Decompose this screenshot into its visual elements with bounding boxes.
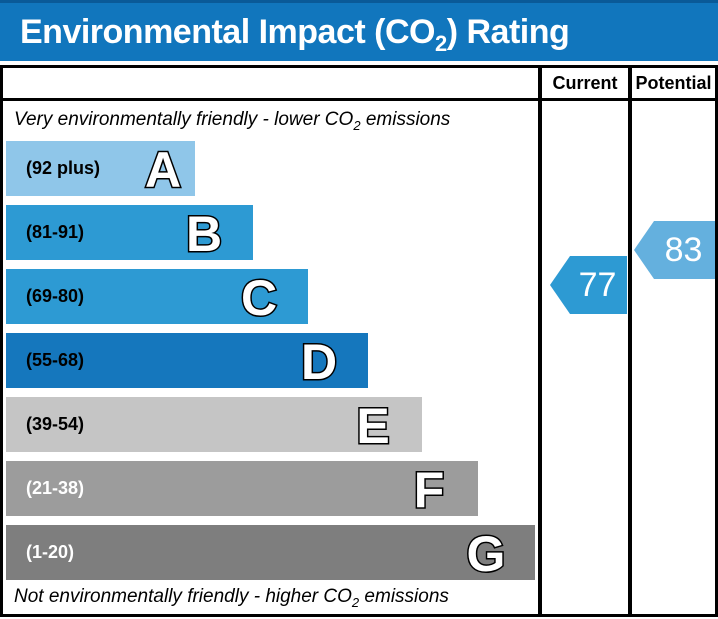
svg-text:A: A xyxy=(145,142,181,196)
rating-table: Current Potential Very environmentally f… xyxy=(0,65,718,617)
top-note-subscript: 2 xyxy=(353,117,361,133)
potential-rating-arrow: 83 xyxy=(634,221,715,279)
band-letter-d: D xyxy=(299,333,338,388)
band-row-b: (81-91) B xyxy=(6,205,253,260)
band-range-label: (69-80) xyxy=(26,286,85,306)
page-title: Environmental Impact (CO2) Rating xyxy=(20,12,570,56)
svg-text:F: F xyxy=(414,462,445,516)
bottom-note: Not environmentally friendly - higher CO… xyxy=(14,586,449,610)
svg-text:E: E xyxy=(356,398,389,452)
table-header-row: Current Potential xyxy=(3,68,715,101)
band-row-f: (21-38) F xyxy=(6,461,478,516)
current-rating-arrow: 77 xyxy=(550,256,627,314)
band-row-c: (69-80) C xyxy=(6,269,308,324)
band-range-label: (92 plus) xyxy=(26,158,101,178)
potential-rating-value: 83 xyxy=(664,230,703,269)
bottom-note-suffix: emissions xyxy=(359,586,449,607)
rating-body: Very environmentally friendly - lower CO… xyxy=(3,104,715,614)
top-note-text: Very environmentally friendly - lower CO xyxy=(14,109,354,130)
band-row-g: (1-20) G xyxy=(6,525,535,580)
svg-text:B: B xyxy=(186,206,222,260)
page-title-subscript: 2 xyxy=(434,30,447,56)
page-title-text: Environmental Impact (CO xyxy=(20,12,435,51)
svg-text:G: G xyxy=(467,526,506,580)
band-row-d: (55-68) D xyxy=(6,333,368,388)
column-divider-potential xyxy=(628,68,632,614)
band-range-label: (81-91) xyxy=(26,222,85,242)
top-note-suffix: emissions xyxy=(360,109,451,130)
header-current: Current xyxy=(552,72,618,93)
svg-text:C: C xyxy=(241,270,277,324)
band-letter-f: F xyxy=(412,461,446,516)
band-range-label: (39-54) xyxy=(26,414,85,434)
band-row-e: (39-54) E xyxy=(6,397,422,452)
band-row-a: (92 plus) A xyxy=(6,141,195,196)
band-range-label: (21-38) xyxy=(26,478,85,498)
band-letter-b: B xyxy=(184,205,223,260)
band-range-label: (1-20) xyxy=(26,542,75,562)
bottom-note-subscript: 2 xyxy=(351,594,360,610)
page-title-suffix: ) Rating xyxy=(446,12,570,51)
band-letter-a: A xyxy=(143,141,182,196)
bottom-note-text: Not environmentally friendly - higher CO xyxy=(14,586,352,607)
band-range-label: (55-68) xyxy=(26,350,85,370)
current-rating-value: 77 xyxy=(578,265,617,304)
top-note: Very environmentally friendly - lower CO… xyxy=(14,109,451,133)
band-letter-g: G xyxy=(465,525,507,580)
column-divider-current xyxy=(538,68,542,614)
band-letter-c: C xyxy=(239,269,278,324)
band-letter-e: E xyxy=(355,397,391,452)
title-bar: Environmental Impact (CO2) Rating xyxy=(0,0,718,61)
header-potential: Potential xyxy=(635,72,712,93)
svg-text:D: D xyxy=(301,334,337,388)
